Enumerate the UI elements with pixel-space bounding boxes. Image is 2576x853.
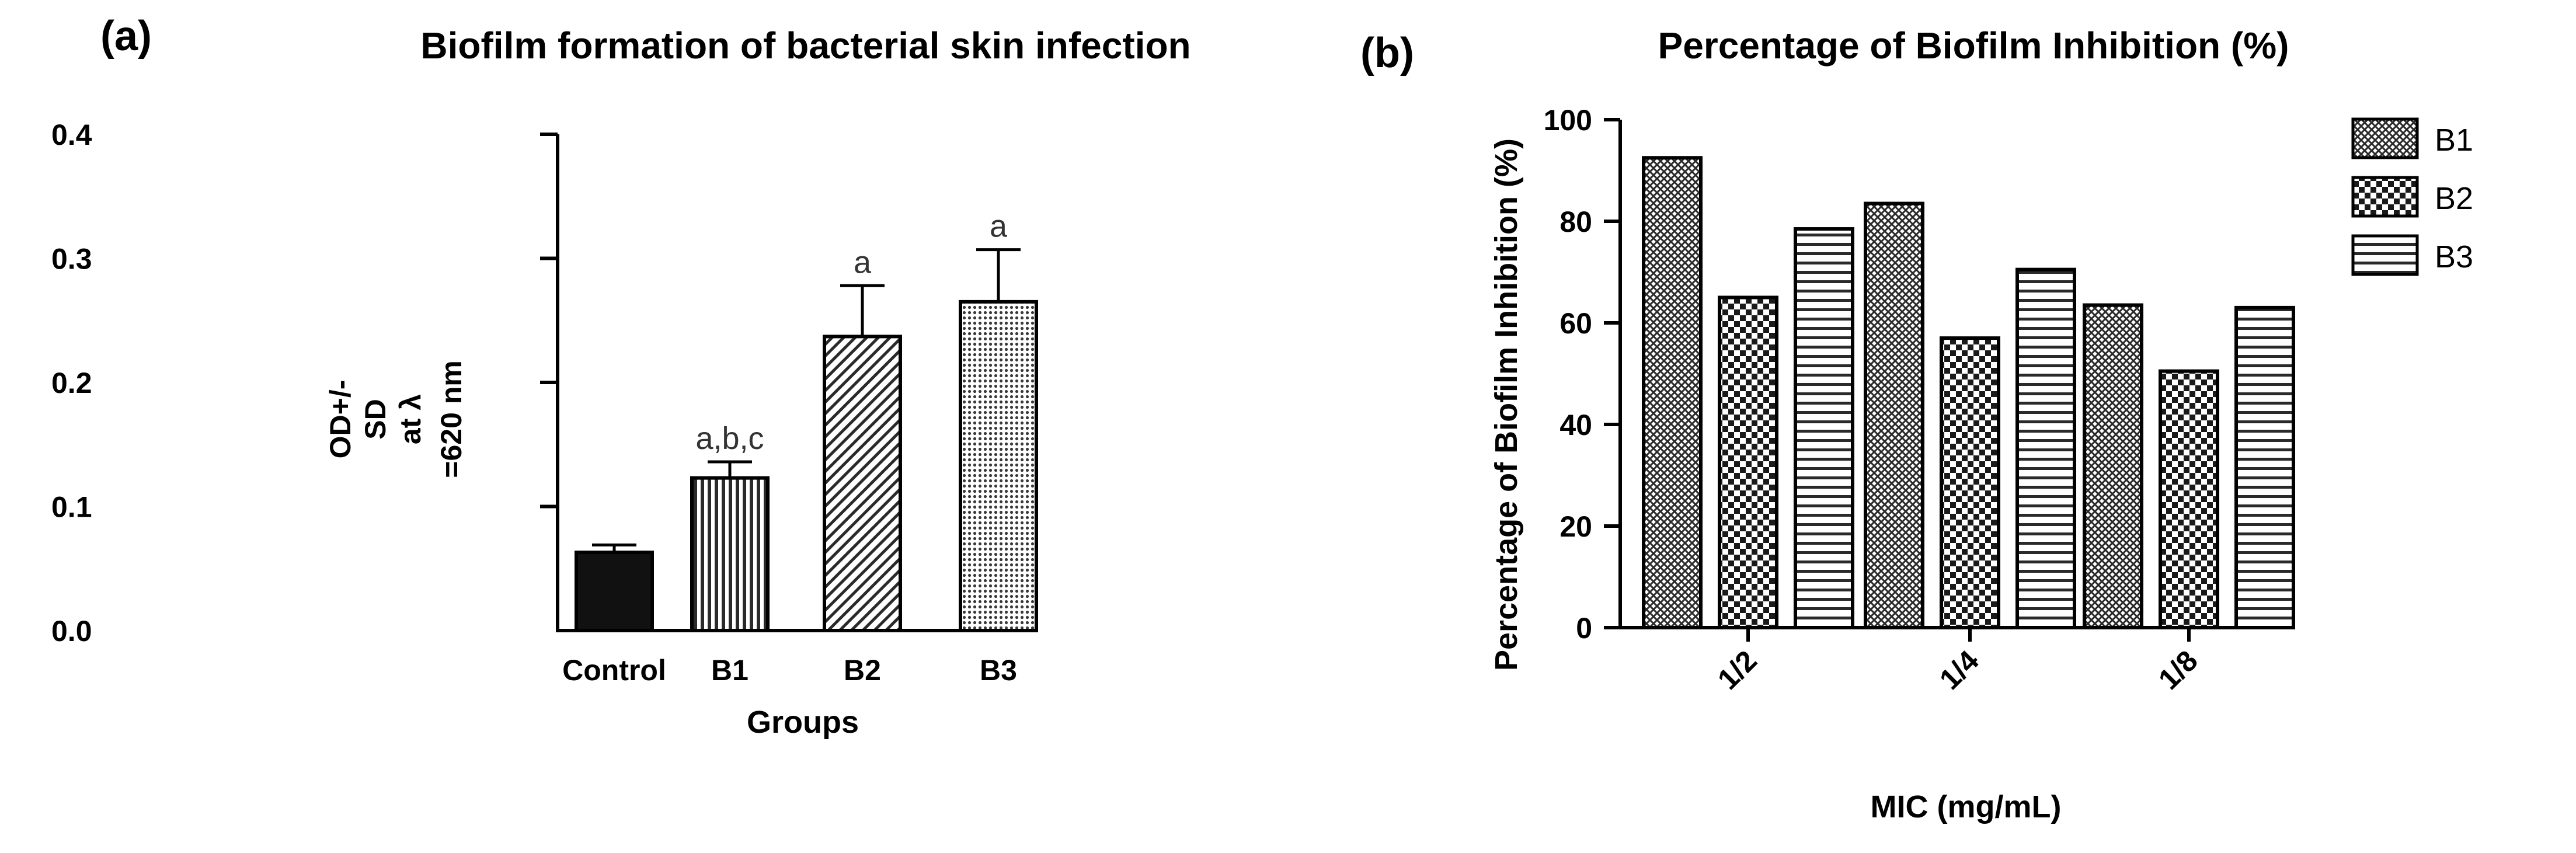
panel-b-legend-swatch-b3 xyxy=(2351,234,2419,276)
panel-a-x-tick-label: B1 xyxy=(711,654,749,687)
panel-a-annotation: a,b,c xyxy=(695,421,764,456)
panel-b-legend-label-b3: B3 xyxy=(2435,239,2473,274)
panel-a: (a) Biofilm formation of bacterial skin … xyxy=(51,13,1191,740)
panel-a-annotation: a xyxy=(990,209,1008,244)
panel-b-bar-b3-1-2 xyxy=(1794,227,1854,629)
panel-a-y-tick-label: 0.4 xyxy=(51,119,92,151)
panel-b-y-tick-label: 60 xyxy=(1559,307,1592,340)
panel-a-x-axis-label: Groups xyxy=(747,705,859,740)
panel-b-bar-b1-1-8 xyxy=(2083,303,2143,629)
panel-b-x-tick-label: 1/8 xyxy=(2152,644,2204,696)
panel-b-x-axis-label: MIC (mg/mL) xyxy=(1871,789,2062,824)
panel-b-y-tick-label: 80 xyxy=(1559,206,1592,238)
panel-a-x-tick-label: B3 xyxy=(980,654,1017,687)
panel-b-bar-b2-1-8 xyxy=(2159,369,2219,630)
panel-b-x-tick-label: 1/2 xyxy=(1711,644,1763,696)
panel-a-y-tick-label: 0.0 xyxy=(51,615,92,647)
panel-a-bar-b1 xyxy=(690,476,770,632)
panel-b-y-tick-label: 100 xyxy=(1544,104,1592,137)
panel-a-y-axis-label-line: SD xyxy=(359,399,392,439)
panel-b-legend-swatch-b1 xyxy=(2351,117,2419,159)
panel-b-title: Percentage of Biofilm Inhibition (%) xyxy=(1658,25,2289,67)
panel-b-bar-b2-1-4 xyxy=(1940,336,2000,629)
panel-b-legend-label-b2: B2 xyxy=(2435,181,2473,216)
panel-a-y-ticks xyxy=(540,133,558,509)
panel-b-bar-b1-1-4 xyxy=(1864,201,1924,629)
panel-a-title: Biofilm formation of bacterial skin infe… xyxy=(420,25,1190,67)
panel-a-y-axis-label-line: at λ xyxy=(394,394,427,444)
panel-b-bar-b1-1-2 xyxy=(1642,156,1703,629)
panel-a-annotation: a xyxy=(854,245,872,280)
panel-a-bars: a,b,c a a xyxy=(575,209,1038,632)
panel-a-x-tick-label: B2 xyxy=(844,654,881,687)
panel-a-y-axis-label-line: OD+/- xyxy=(324,380,357,459)
panel-b-x-tick-label: 1/4 xyxy=(1933,644,1985,696)
panel-a-y-tick-label: 0.3 xyxy=(51,243,92,276)
panel-b-y-tick-labels: 0 20 40 60 80 100 xyxy=(1544,104,1592,645)
panel-b-y-ticks xyxy=(1604,118,1620,629)
panel-b-bar-b3-1-8 xyxy=(2234,305,2295,629)
panel-a-y-axis-label: OD+/- SD at λ =620 nm xyxy=(324,360,468,478)
panel-a-x-tick-labels: Control B1 B2 B3 xyxy=(562,654,1017,687)
panel-a-y-tick-label: 0.1 xyxy=(51,491,92,524)
panel-a-bar-b2 xyxy=(823,335,902,632)
panel-b-y-axis-label: Percentage of Biofilm Inhibition (%) xyxy=(1489,138,1524,671)
panel-a-x-tick-label: Control xyxy=(562,654,666,687)
panel-b-y-tick-label: 40 xyxy=(1559,409,1592,441)
panel-b-legend-label-b1: B1 xyxy=(2435,123,2473,158)
panel-b-bar-b2-1-2 xyxy=(1718,295,1778,629)
panel-b-label: (b) xyxy=(1360,30,1414,76)
panel-b-y-tick-label: 20 xyxy=(1559,510,1592,543)
panel-a-label: (a) xyxy=(100,13,152,60)
panel-a-y-tick-label: 0.2 xyxy=(51,367,92,399)
panel-a-bar-control xyxy=(575,551,654,632)
panel-b-legend-swatch-b2 xyxy=(2351,176,2419,218)
panel-b-bar-b3-1-4 xyxy=(2015,267,2076,629)
panel-b-legend: B1 B2 B3 xyxy=(2351,117,2473,276)
panel-a-y-tick-labels: 0.0 0.1 0.2 0.3 0.4 xyxy=(51,119,92,647)
panel-b-bars xyxy=(1642,156,2295,630)
panel-b-x-tick-labels: 1/2 1/4 1/8 xyxy=(1711,628,2204,696)
panel-b-y-tick-label: 0 xyxy=(1576,612,1592,645)
panel-b: (b) Percentage of Biofilm Inhibition (%)… xyxy=(1360,25,2473,824)
panel-a-y-axis-label-line: =620 nm xyxy=(435,360,468,478)
panel-a-bar-b3 xyxy=(959,300,1038,632)
